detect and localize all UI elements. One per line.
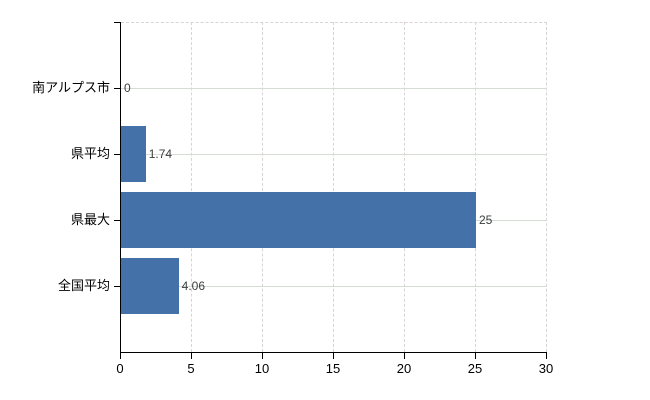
category-label-0: 南アルプス市 (32, 80, 110, 95)
category-label-3: 全国平均 (57, 278, 110, 293)
value-label-1: 1.74 (148, 147, 173, 161)
vertical-gridline (191, 22, 192, 352)
x-axis-tick (191, 353, 192, 359)
x-axis-tick (262, 353, 263, 359)
x-axis-tick (120, 353, 121, 359)
x-tick-label-3: 15 (325, 361, 341, 376)
x-tick-label-0: 0 (116, 361, 124, 376)
value-label-2: 25 (479, 213, 493, 227)
y-axis-tick (114, 220, 120, 221)
value-label-0: 0 (124, 81, 131, 95)
y-axis-end-tick (114, 22, 120, 23)
x-tick-label-4: 20 (396, 361, 412, 376)
vertical-gridline (404, 22, 405, 352)
x-axis-tick (546, 353, 547, 359)
y-axis-tick (114, 154, 120, 155)
vertical-gridline (475, 22, 476, 352)
vertical-gridline (262, 22, 263, 352)
x-tick-label-5: 25 (467, 361, 483, 376)
plot-area: 0 1.74 25 4.06 (120, 22, 547, 353)
horizontal-gridline (121, 88, 547, 89)
x-axis-tick (333, 353, 334, 359)
x-tick-label-1: 5 (187, 361, 195, 376)
y-axis-tick (114, 88, 120, 89)
x-axis-tick (475, 353, 476, 359)
category-label-1: 県平均 (70, 146, 110, 161)
horizontal-gridline (121, 286, 547, 287)
bar-1 (121, 126, 146, 182)
x-tick-label-2: 10 (254, 361, 270, 376)
horizontal-gridline (121, 154, 547, 155)
vertical-gridline (333, 22, 334, 352)
x-tick-label-6: 30 (538, 361, 554, 376)
bar-3 (121, 258, 179, 314)
category-label-2: 県最大 (70, 212, 110, 227)
plot-top-gridline (121, 22, 547, 23)
x-axis-tick (404, 353, 405, 359)
y-axis-tick (114, 286, 120, 287)
value-label-3: 4.06 (181, 279, 205, 293)
vertical-gridline (546, 22, 547, 352)
bar-2 (121, 192, 476, 248)
